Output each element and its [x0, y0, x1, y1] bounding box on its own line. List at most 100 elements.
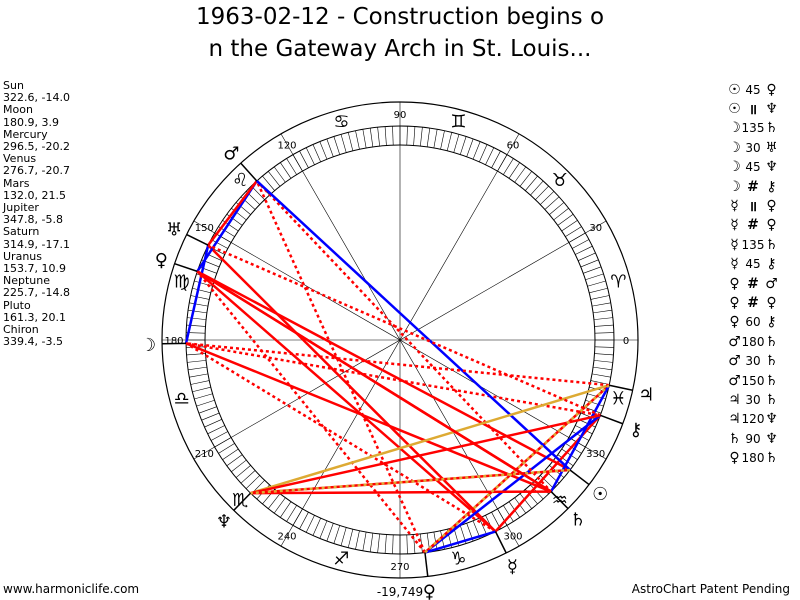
aspect-angle: ॥ [748, 101, 758, 118]
aspect-angle: 60 [745, 315, 761, 330]
degree-tick [485, 147, 495, 165]
degree-label: 30 [589, 223, 602, 234]
sign-glyph: ♈ [610, 272, 626, 293]
aspect-angle: 180 [741, 451, 765, 466]
aspect-row: ☿ 45 ⚷ [728, 255, 778, 274]
degree-tick [333, 525, 341, 544]
aspect-row: ♀ 60 ⚷ [728, 313, 778, 332]
moon-glyph: ☽ [140, 335, 156, 356]
aspect-angle: 30 [745, 392, 761, 407]
aspect-row: ♀ # ♀ [728, 293, 778, 312]
degree-tick [557, 213, 574, 226]
aspect-glyph-1: ♄ [728, 430, 741, 447]
planet-name-chiron: Chiron [3, 323, 39, 337]
degree-tick [591, 302, 611, 307]
bottom-value: -19,749 [377, 585, 423, 599]
aspect-line-jupiter-neptune [250, 384, 610, 495]
sign-glyph: ♋ [333, 112, 349, 133]
degree-tick [312, 144, 321, 162]
degree-tick [347, 132, 354, 151]
aspect-angle: 30 [745, 140, 761, 155]
degree-label: 270 [390, 562, 409, 573]
aspect-line-mercury-pluto [196, 270, 497, 533]
aspect-line-venus-pluto [196, 270, 426, 554]
degree-tick [204, 419, 222, 428]
planet-position-chiron: 339.4, -3.5 [3, 335, 63, 349]
chiron-glyph: ⚷ [629, 420, 642, 441]
planet-name-jupiter: Jupiter [3, 201, 39, 215]
degree-tick [210, 239, 228, 249]
degree-tick [333, 136, 341, 155]
aspect-angle: 45 [745, 82, 761, 97]
planet-position-list: Sun 322.6, -14.0 Moon 180.9, 3.9 Mercury 296.… [3, 79, 70, 349]
aspect-angle: 30 [745, 354, 761, 369]
aspect-angle: 45 [745, 257, 761, 272]
sign-glyph: ♎ [174, 388, 190, 409]
aspect-glyph-1: ♀ [729, 314, 740, 331]
degree-tick [572, 239, 590, 249]
degree-tick [196, 399, 215, 407]
mercury-glyph: ☿ [507, 557, 518, 578]
aspect-glyph-2: ♄ [765, 372, 778, 389]
degree-tick [273, 166, 286, 183]
aspect-glyph-1: ♃ [728, 391, 741, 408]
degree-tick [312, 518, 321, 536]
aspect-glyph-2: ⚷ [766, 178, 777, 195]
aspect-glyph-1: ☿ [730, 256, 739, 273]
degree-tick [519, 171, 532, 187]
uranus-glyph: ♅ [166, 219, 182, 240]
degree-tick [268, 493, 281, 509]
degree-tick [479, 144, 488, 162]
jupiter-glyph: ♃ [638, 384, 654, 405]
degree-tick [594, 324, 614, 327]
degree-tick [340, 134, 347, 153]
aspect-glyph-1: ☉ [728, 81, 741, 98]
degree-tick [587, 280, 606, 287]
aspect-angle: 90 [745, 431, 761, 446]
aspect-row: ☉ 45 ♀ [728, 80, 778, 99]
aspect-row: ♃ 30 ♄ [728, 390, 778, 409]
aspect-glyph-1: ☽ [728, 139, 741, 156]
planet-position-mercury: 296.5, -20.2 [3, 140, 70, 154]
planet-position-mars: 132.0, 21.5 [3, 188, 66, 202]
degree-tick [201, 412, 220, 421]
pluto-marker [174, 262, 198, 273]
planet-name-pluto: Pluto [3, 298, 31, 312]
degree-tick [190, 295, 210, 300]
degree-tick [583, 266, 602, 274]
aspect-glyph-2: ♆ [765, 411, 778, 428]
degree-tick [590, 295, 610, 300]
degree-tick [362, 531, 367, 551]
degree-tick [514, 166, 527, 183]
degree-tick [369, 533, 374, 552]
neptune-glyph: ♆ [216, 511, 232, 532]
degree-tick [466, 138, 474, 157]
aspect-row: ♄ 90 ♆ [728, 429, 778, 448]
aspect-row: ♂ 30 ♄ [728, 351, 778, 370]
degree-tick [299, 150, 309, 168]
degree-tick [340, 527, 347, 546]
degree-tick [347, 529, 354, 548]
aspect-line-moon-chiron [185, 342, 601, 417]
aspect-glyph-2: ♆ [765, 101, 778, 118]
aspect-glyph-2: ♄ [765, 120, 778, 137]
aspect-line-venus-mercury [424, 530, 496, 554]
degree-tick [491, 150, 501, 168]
degree-tick [319, 141, 328, 160]
aspect-glyph-1: ☿ [730, 217, 739, 234]
degree-tick [594, 346, 614, 348]
mars-marker [240, 162, 258, 182]
degree-tick [593, 317, 613, 320]
aspect-glyph-1: ♂ [728, 353, 741, 370]
degree-tick [503, 505, 514, 522]
aspect-line-mercury-uranus [207, 244, 497, 533]
degree-tick [578, 252, 596, 261]
degree-tick [593, 366, 612, 371]
planet-name-mercury: Mercury [3, 127, 48, 141]
degree-tick [189, 302, 209, 307]
degree-tick [251, 185, 265, 200]
degree-tick [594, 332, 614, 334]
aspect-glyph-1: ☽ [728, 178, 741, 195]
degree-tick [549, 202, 565, 215]
planet-name-mars: Mars [3, 176, 30, 190]
